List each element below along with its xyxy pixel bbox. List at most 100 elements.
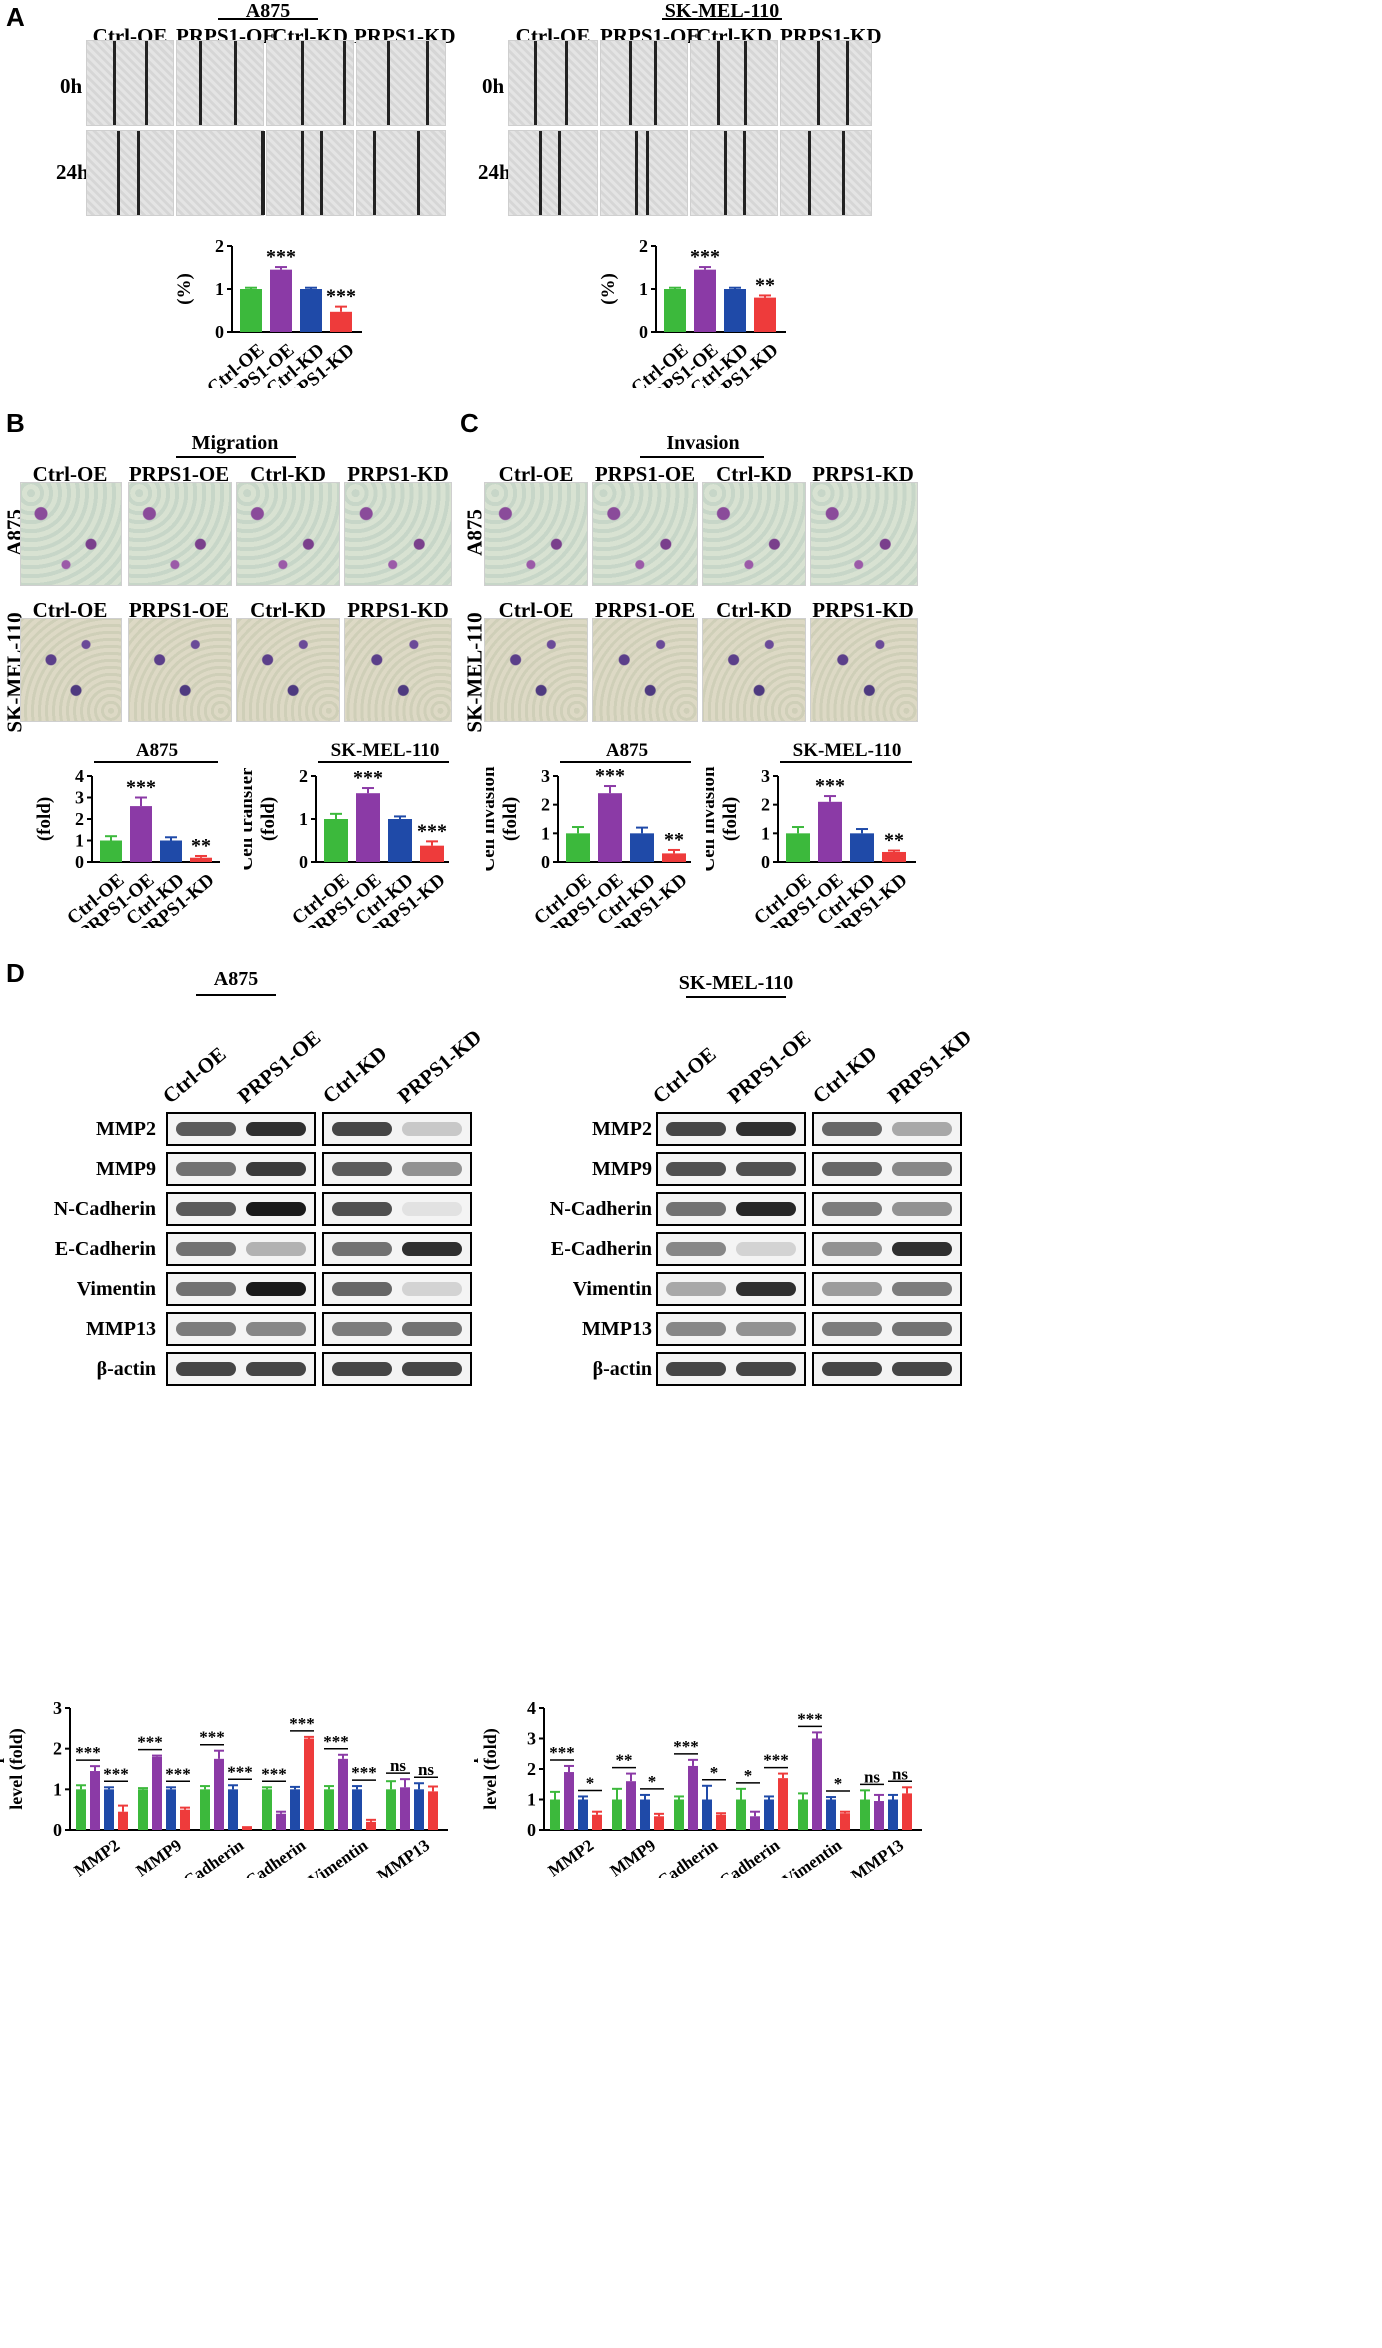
bar-e-cadherin-prps1-kd [778, 1778, 788, 1830]
significance-label: *** [75, 1743, 101, 1762]
left-blot-band [402, 1362, 462, 1376]
bar-ctrl-kd [850, 833, 874, 862]
significance-label: *** [137, 1733, 163, 1752]
a-left-row-0h: 0h [60, 74, 83, 98]
significance-label: *** [763, 1751, 789, 1770]
right-blot-band [666, 1122, 726, 1136]
right-blot-band [666, 1362, 726, 1376]
left-blot-band [176, 1162, 236, 1176]
skmel-ctrl-kd-24h-image [690, 130, 778, 216]
right-blot-lane-label: Ctrl-OE [647, 1041, 721, 1109]
left-blot-band [332, 1282, 392, 1296]
x-tick-label: MMP9 [133, 1836, 186, 1878]
y-tick-label: 2 [527, 1759, 536, 1779]
y-tick-label: 1 [639, 279, 648, 299]
right-blot-band [892, 1242, 952, 1256]
y-axis-label: (fold) [34, 797, 55, 841]
y-tick-label: 2 [299, 766, 308, 786]
y-tick-label: 0 [639, 322, 648, 342]
bar-e-cadherin-ctrl-kd [290, 1789, 300, 1830]
left-blot-band [332, 1322, 392, 1336]
left-blot-band [332, 1202, 392, 1216]
bar-mmp2-ctrl-kd [578, 1799, 588, 1830]
d-skmel-protein-chart: 01234****MMP2***MMP9****N-Cadherin****E-… [474, 1698, 922, 1878]
bar-mmp2-prps1-oe [90, 1771, 100, 1830]
right-blot-band [892, 1202, 952, 1216]
y-tick-label: 0 [527, 1820, 536, 1840]
left-blot-label-e-cadherin: E-Cadherin [54, 1238, 156, 1260]
skmel-prps1-oe-0h-image [600, 40, 688, 126]
significance-label: ns [892, 1764, 908, 1783]
left-blot-band [176, 1242, 236, 1256]
bar-vimentin-ctrl-kd [352, 1789, 362, 1830]
bar-e-cadherin-prps1-kd [304, 1738, 314, 1830]
y-tick-label: 2 [761, 795, 770, 815]
a875-prps1-oe-0h-image [176, 40, 264, 126]
b-a875-ctrl-kd-image [236, 482, 340, 586]
b-a875-prps1-oe-image [128, 482, 232, 586]
x-tick-label: Vimentin [779, 1835, 846, 1878]
bar-mmp2-ctrl-oe [76, 1789, 86, 1830]
b-a875-cell-transfer-chart: 01234Ctrl-OE***PRPS1-OECtrl-KD**PRPS1-KD… [30, 740, 220, 928]
left-blot-band [246, 1322, 306, 1336]
bar-n-cadherin-prps1-oe [688, 1765, 698, 1830]
significance-label: ** [884, 830, 904, 852]
y-axis-label: level (fold) [6, 1728, 27, 1809]
left-blot-label-mmp13: MMP13 [86, 1318, 156, 1340]
c-a875-prps1-kd-image [810, 482, 918, 586]
significance-label: ns [418, 1760, 434, 1779]
right-blot-band [666, 1282, 726, 1296]
c-skmel-ctrl-oe-image [484, 618, 588, 722]
left-blot-band [176, 1202, 236, 1216]
right-blot-lane-label: PRPS1-KD [882, 1024, 977, 1109]
c-a875-ctrl-kd-image [702, 482, 806, 586]
bar-n-cadherin-ctrl-oe [200, 1789, 210, 1830]
bar-e-cadherin-ctrl-oe [736, 1799, 746, 1830]
bar-ctrl-kd [724, 289, 746, 332]
bar-mmp2-prps1-kd [118, 1811, 128, 1830]
right-blot-band [666, 1202, 726, 1216]
bar-mmp9-ctrl-kd [166, 1789, 176, 1830]
significance-label: *** [690, 246, 720, 268]
x-tick-label: MMP13 [374, 1836, 434, 1878]
a875-ctrl-oe-0h-image [86, 40, 174, 126]
significance-label: * [586, 1773, 595, 1792]
right-blot-band [822, 1202, 882, 1216]
a875-ctrl-oe-24h-image [86, 130, 174, 216]
y-tick-label: 1 [761, 823, 770, 843]
left-blot-band [176, 1322, 236, 1336]
significance-label: *** [549, 1743, 575, 1762]
bar-mmp13-prps1-kd [902, 1793, 912, 1830]
right-blot-band [666, 1242, 726, 1256]
left-blot-band [332, 1122, 392, 1136]
y-tick-label: 3 [75, 788, 84, 808]
bar-mmp13-prps1-kd [428, 1791, 438, 1830]
significance-label: *** [165, 1764, 191, 1783]
d-skmel-underline [686, 996, 786, 998]
bar-ctrl-oe [664, 289, 686, 332]
right-blot-band [736, 1122, 796, 1136]
c-skmel-prps1-kd-image [810, 618, 918, 722]
y-tick-label: 2 [541, 795, 550, 815]
bar-mmp13-ctrl-oe [386, 1789, 396, 1830]
y-tick-label: 2 [215, 236, 224, 256]
left-blot-band [332, 1162, 392, 1176]
right-blot-band [822, 1162, 882, 1176]
y-axis-label: Relative protein [0, 1707, 4, 1830]
y-tick-label: 2 [53, 1739, 62, 1759]
right-blot-band [736, 1282, 796, 1296]
right-blot-band [736, 1202, 796, 1216]
bar-vimentin-prps1-kd [366, 1821, 376, 1830]
bar-n-cadherin-prps1-oe [214, 1758, 224, 1830]
bar-n-cadherin-ctrl-oe [674, 1799, 684, 1830]
bar-mmp2-ctrl-oe [550, 1799, 560, 1830]
right-blot-band [822, 1242, 882, 1256]
a875-prps1-oe-24h-image [176, 130, 266, 216]
y-tick-label: 0 [541, 852, 550, 872]
b-skmel-ctrl-kd-image [236, 618, 340, 722]
right-blot-label-mmp2: MMP2 [592, 1118, 652, 1140]
bar-e-cadherin-ctrl-oe [262, 1789, 272, 1830]
c-skmel-cell-invasion-chart: 0123Ctrl-OE***PRPS1-OECtrl-KD**PRPS1-KDC… [706, 740, 916, 928]
significance-label: ** [191, 835, 211, 857]
right-blot-band [892, 1282, 952, 1296]
